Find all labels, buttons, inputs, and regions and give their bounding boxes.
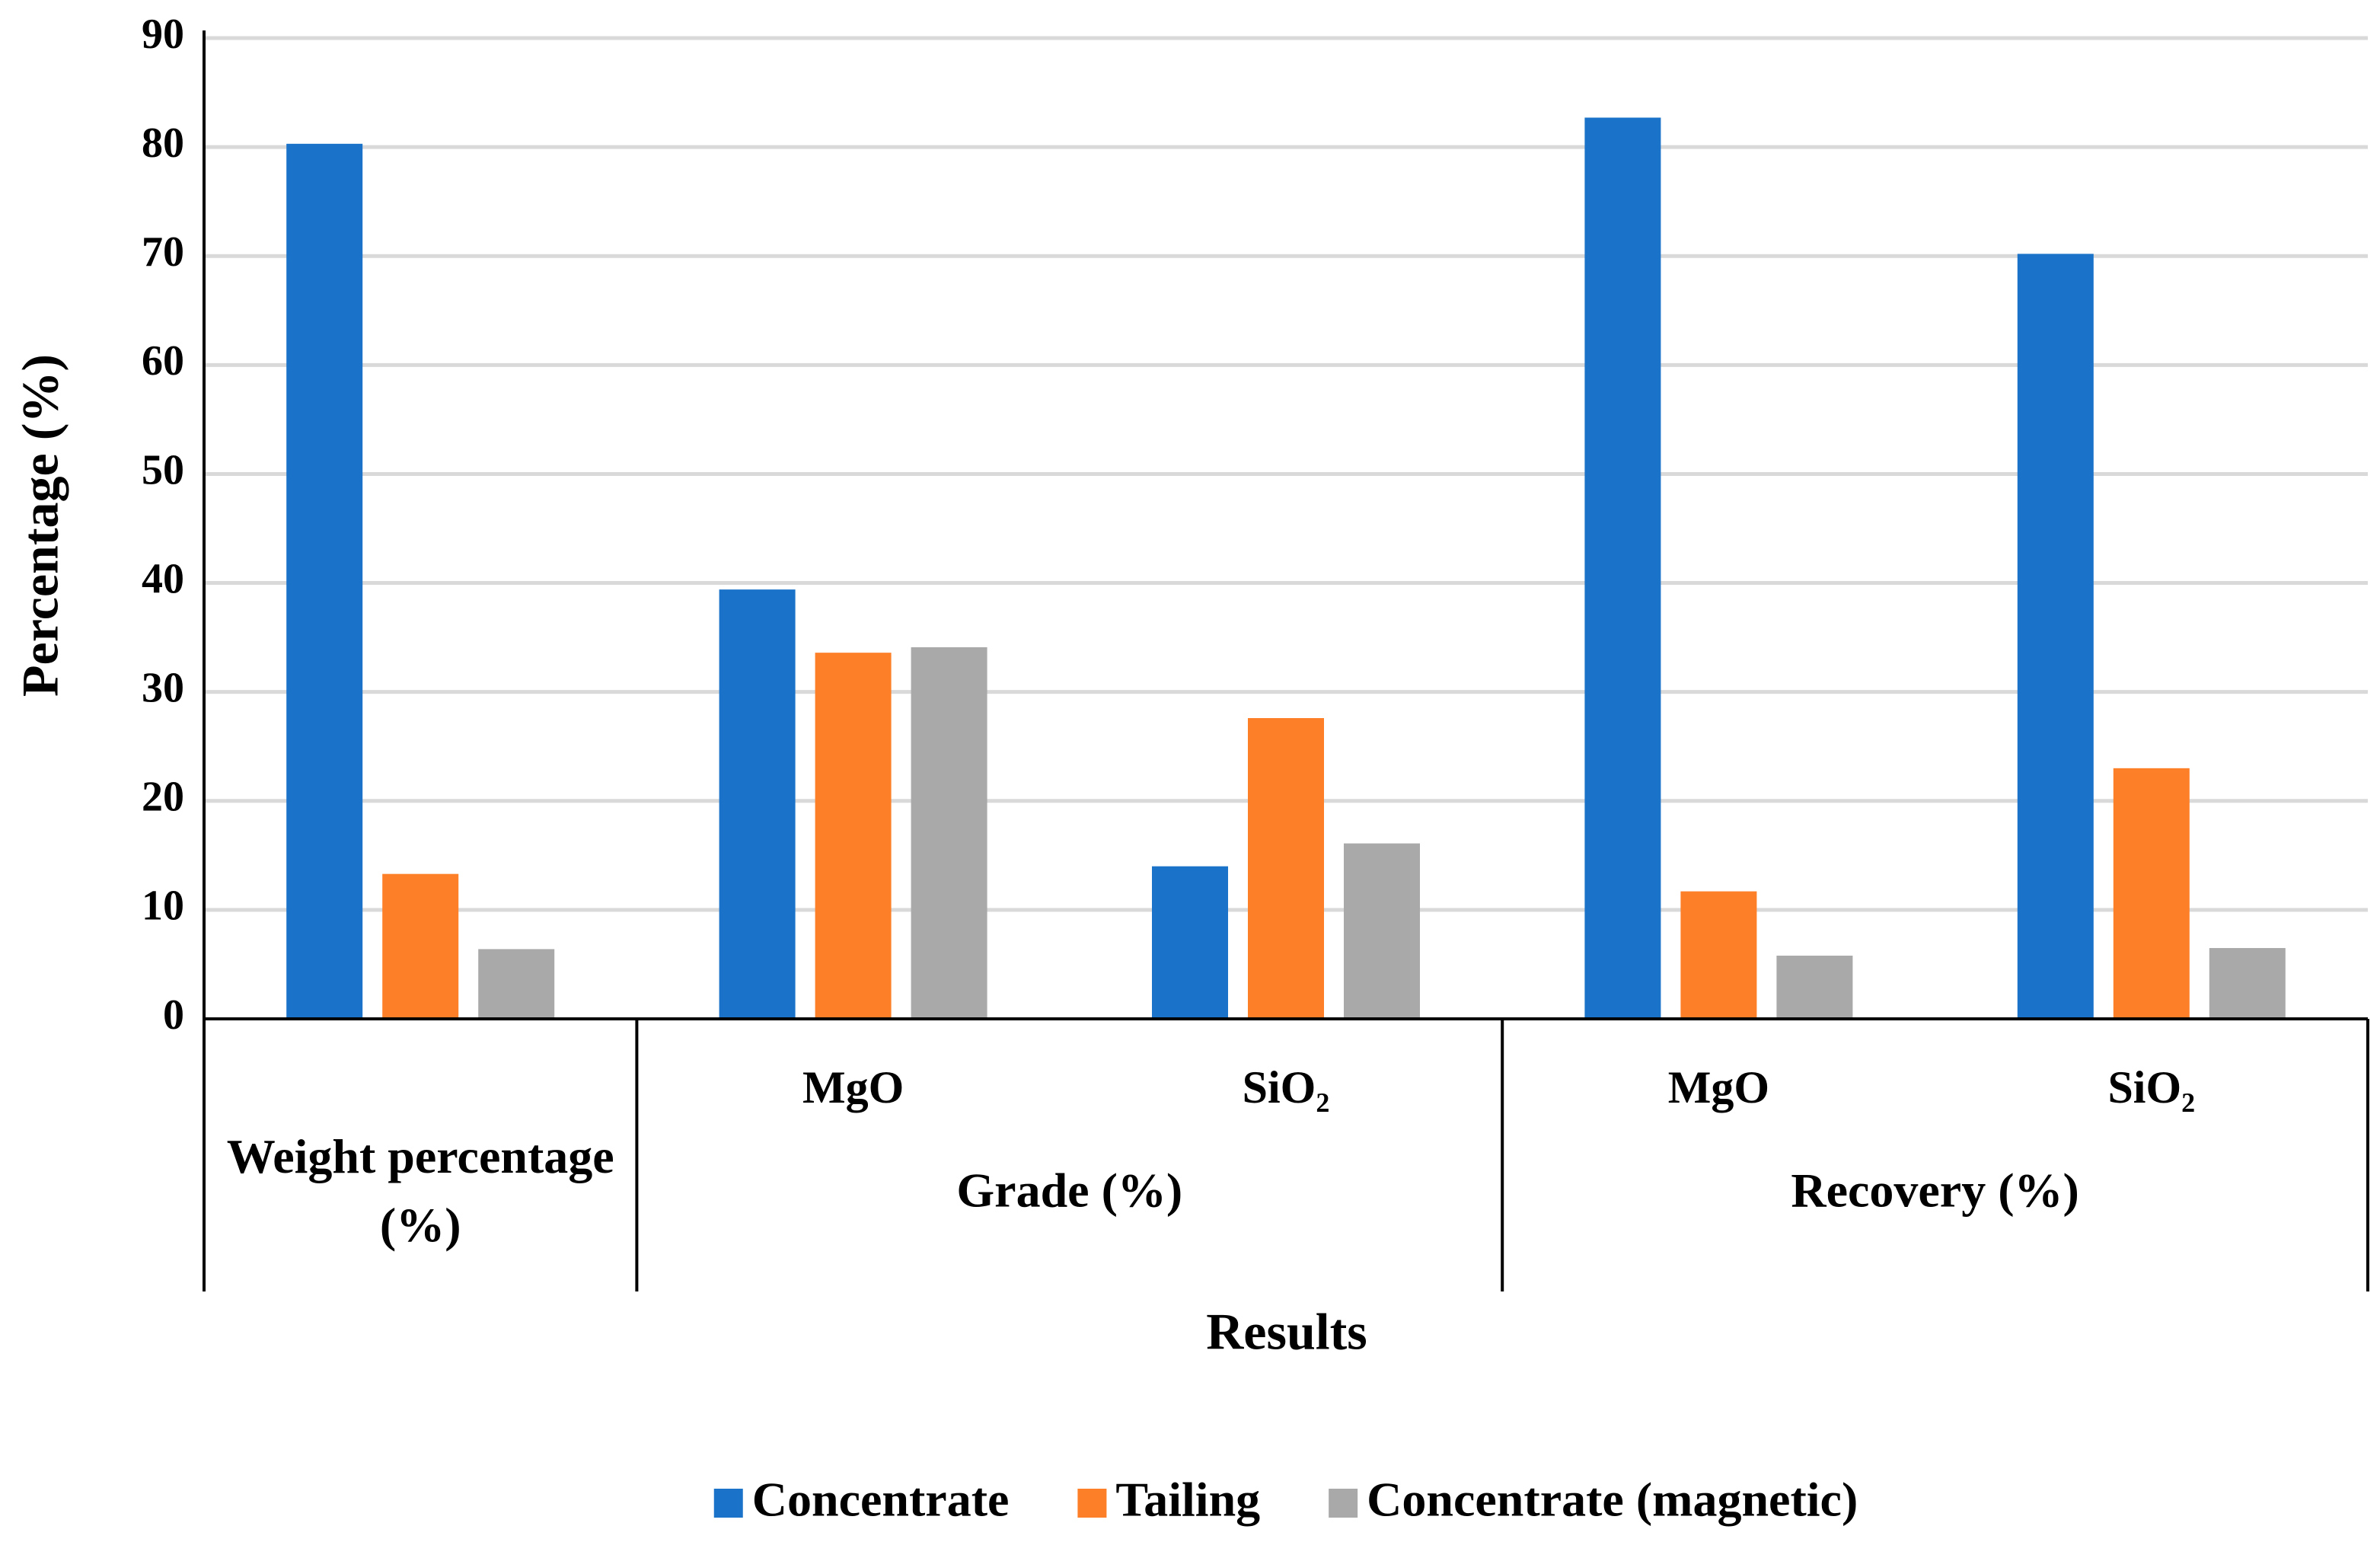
legend-label: Concentrate — [752, 1473, 1010, 1527]
legend-swatch — [1077, 1489, 1107, 1518]
x-tick-label: MgO — [1668, 1062, 1769, 1113]
y-tick-label: 80 — [142, 120, 184, 167]
x-tick-label: SiO₂ — [2107, 1062, 2195, 1113]
x-axis-title: Results — [1206, 1303, 1367, 1361]
bar — [1776, 955, 1853, 1019]
bar — [815, 653, 892, 1019]
x-tick-label: SiO₂ — [1243, 1062, 1330, 1113]
y-tick-label: 30 — [142, 665, 184, 712]
y-tick-label: 90 — [142, 11, 184, 58]
y-tick-label: 70 — [142, 228, 184, 276]
y-tick-label: 10 — [142, 883, 184, 930]
y-tick-label: 0 — [163, 991, 184, 1039]
bar — [2113, 768, 2190, 1019]
legend-label: Concentrate (magnetic) — [1367, 1473, 1858, 1527]
bar — [382, 873, 459, 1019]
bar — [2209, 947, 2286, 1019]
bar — [286, 143, 363, 1020]
bar — [1152, 866, 1228, 1019]
bar — [1680, 891, 1757, 1019]
bar — [1344, 843, 1420, 1019]
x-tick-label: MgO — [802, 1062, 904, 1113]
group-label: Recovery (%) — [1791, 1164, 2079, 1218]
y-axis-title: Percentage (%) — [11, 354, 69, 697]
y-tick-label: 40 — [142, 555, 184, 602]
bar — [1248, 718, 1324, 1019]
bar — [2017, 254, 2094, 1019]
y-tick-label: 20 — [142, 774, 184, 821]
y-tick-label: 50 — [142, 446, 184, 493]
y-tick-label: 60 — [142, 337, 184, 385]
bar — [911, 646, 987, 1019]
legend-swatch — [713, 1489, 743, 1518]
group-label: Weight percentage (%) — [227, 1129, 614, 1252]
bar — [719, 589, 796, 1019]
legend-label: Tailing — [1115, 1473, 1260, 1527]
bar — [1584, 117, 1661, 1020]
legend-swatch — [1329, 1489, 1358, 1518]
bar — [478, 949, 555, 1019]
group-label: Grade (%) — [956, 1164, 1182, 1218]
